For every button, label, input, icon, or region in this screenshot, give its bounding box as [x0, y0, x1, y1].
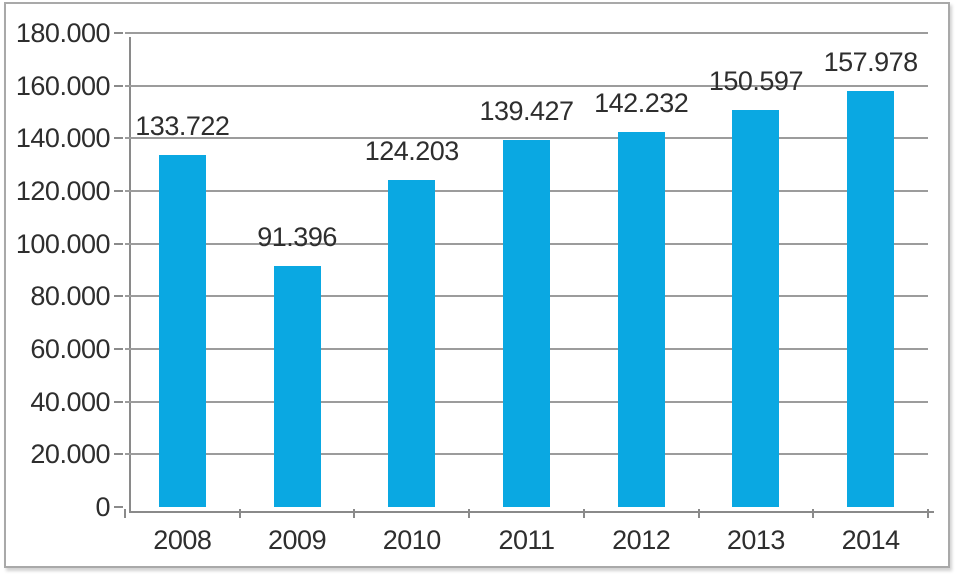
bar [273, 266, 321, 507]
y-axis-tick [114, 348, 123, 350]
x-axis-label: 2013 [726, 525, 786, 555]
y-axis-tick [114, 400, 123, 403]
x-axis-label: 2014 [841, 525, 901, 555]
gridline [125, 137, 928, 140]
y-axis-label: 120.000 [15, 176, 111, 206]
x-axis-label: 2009 [268, 525, 327, 555]
x-axis-tick [927, 509, 929, 518]
y-axis-tick [114, 190, 123, 192]
bar [503, 139, 550, 507]
x-axis-label: 2012 [612, 525, 671, 555]
y-axis-tick [114, 506, 123, 508]
plot-area [129, 37, 934, 513]
bar [847, 90, 895, 507]
bar-value-label: 91.396 [257, 222, 337, 253]
x-axis-label: 2008 [153, 525, 212, 555]
x-axis-tick [238, 509, 241, 518]
bar [388, 179, 436, 507]
y-axis-label: 60.000 [30, 334, 110, 364]
y-axis-tick [114, 137, 123, 140]
bar-value-label: 157.978 [823, 46, 919, 77]
x-axis-tick [124, 509, 126, 518]
x-axis-label: 2010 [382, 525, 442, 555]
bar-value-label: 133.722 [135, 110, 230, 141]
bar [732, 110, 780, 507]
y-axis-tick [114, 295, 123, 298]
y-axis-tick [114, 84, 123, 87]
y-axis-label: 80.000 [30, 281, 110, 312]
y-axis-tick [114, 32, 123, 34]
x-axis-tick [353, 509, 356, 518]
y-axis-label: 180.000 [15, 18, 111, 48]
bar [158, 154, 206, 507]
y-axis-tick [114, 453, 123, 456]
y-axis-label: 40.000 [30, 386, 110, 417]
gridline [125, 32, 928, 34]
bar-value-label: 142.232 [594, 88, 689, 119]
y-axis-label: 100.000 [15, 228, 111, 259]
y-axis-label: 20.000 [30, 439, 110, 470]
bar-value-label: 150.597 [708, 66, 804, 97]
y-axis-label: 0 [95, 492, 110, 522]
x-axis-tick [582, 509, 585, 518]
x-axis-label: 2011 [498, 525, 555, 555]
y-axis-label: 160.000 [15, 70, 111, 101]
x-axis-tick [697, 509, 700, 518]
x-axis-tick [812, 509, 815, 518]
gridline [125, 84, 928, 87]
bar [617, 132, 665, 507]
y-axis-label: 140.000 [15, 123, 111, 154]
x-axis-tick [468, 509, 471, 518]
bar-value-label: 124.203 [364, 135, 460, 166]
y-axis-tick [114, 242, 123, 245]
bar-value-label: 139.427 [479, 95, 574, 126]
